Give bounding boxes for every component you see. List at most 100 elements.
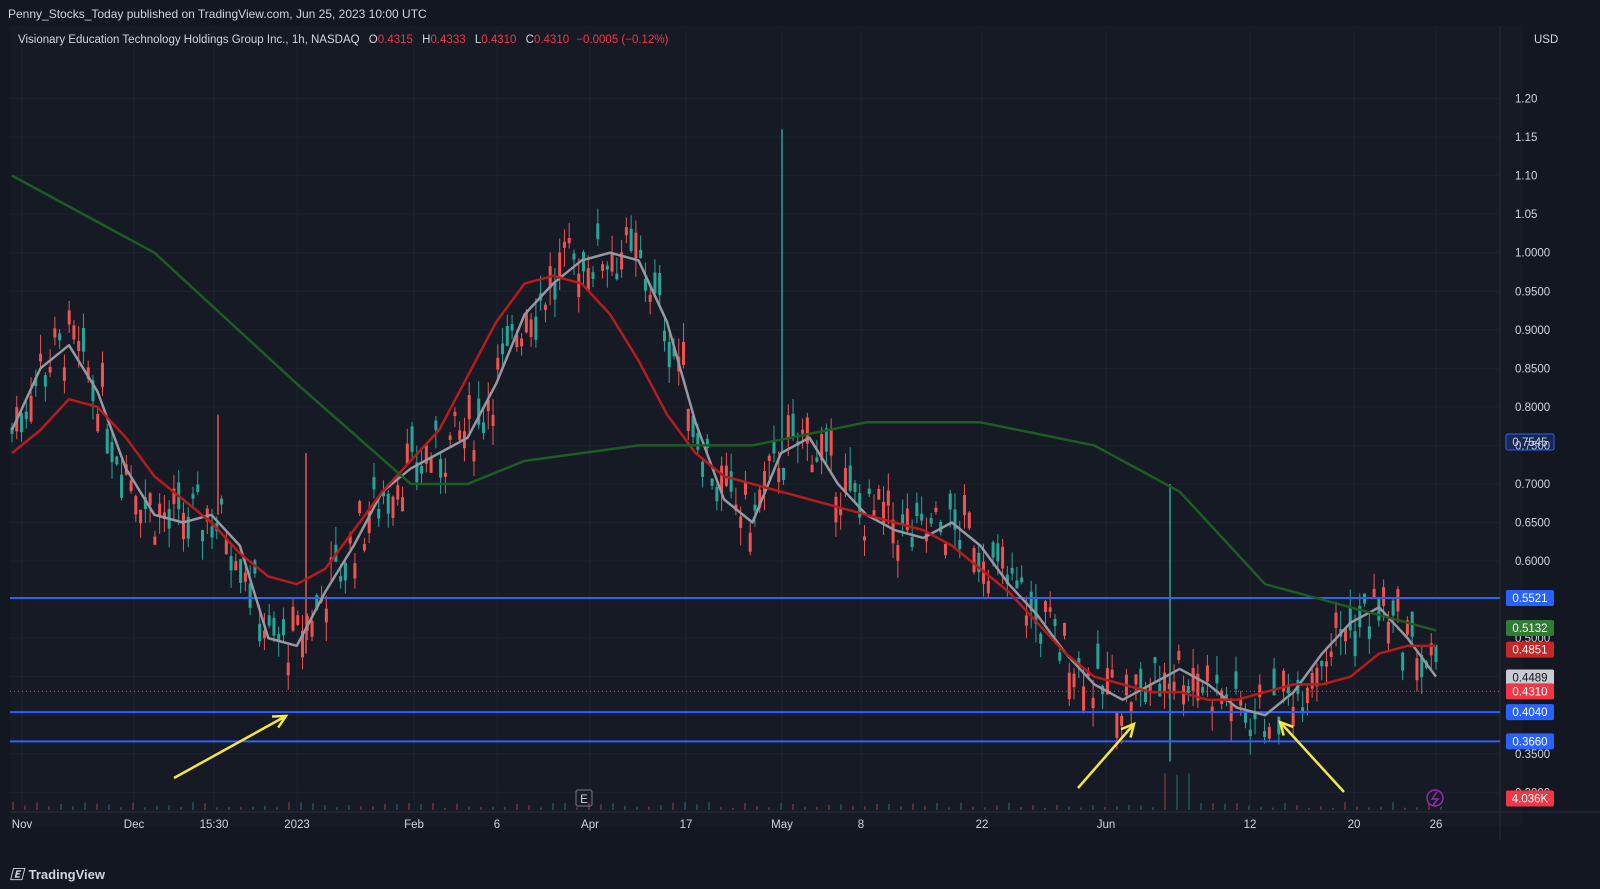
volume-bar [720,806,722,810]
candle-body [743,481,747,495]
candle-body [1286,685,1290,694]
candle-body [758,489,762,508]
candle-body [1434,645,1438,663]
candle-body [1243,712,1247,723]
earnings-marker[interactable] [575,789,593,807]
volume-bar [432,802,434,810]
annotation-arrow[interactable] [1279,721,1345,793]
candle-body [643,279,647,291]
candle-body [586,268,590,291]
ma-line-fast[interactable] [10,251,1438,717]
candle-body [1077,657,1081,665]
volume-bar [792,804,794,810]
candle-body [434,420,438,431]
volume-bar [384,803,386,810]
candle-body [181,512,185,540]
candle-body [1420,655,1424,678]
candle-body [1072,673,1076,688]
volume-bar [156,805,158,810]
candle-body [958,539,962,549]
candle-body [839,507,843,516]
ma-line-mid[interactable] [11,274,1436,702]
candle-body [239,559,243,583]
candle-body [353,563,357,579]
y-tick-label: 1.15 [1515,132,1537,144]
x-tick-label: Feb [404,819,424,831]
volume-bar [360,806,362,810]
candle-body [877,488,881,500]
volume-bar [132,802,134,810]
volume-bar [1344,802,1346,810]
volume-bar [60,803,62,810]
annotation-arrow[interactable] [1077,723,1135,789]
candle-body [601,264,605,271]
volume-bar [1380,806,1382,810]
candle-body [1210,706,1214,714]
volume-bar [648,806,650,810]
candle-body [1182,685,1186,705]
volume-bar [660,804,662,810]
candle-body [196,484,200,492]
candle-body [1058,652,1062,661]
symbol-name: Visionary Education Technology Holdings … [18,34,360,46]
candle-body [667,341,671,368]
volume-bar [876,803,878,810]
tradingview-brand[interactable]: 🄴 TradingView [10,864,105,883]
candle-body [391,496,395,519]
candle-body [629,228,633,251]
volume-bar [72,806,74,810]
volume-bar [576,807,578,810]
candle-body [1143,688,1147,703]
candle-body [39,353,43,362]
volume-bar [1248,805,1250,810]
candle-body [339,576,343,582]
candle-body [1353,631,1357,657]
candle-body [577,273,581,297]
candle-body [481,422,485,434]
annotation-arrow[interactable] [173,714,287,780]
y-tick-label: 0.9000 [1515,325,1550,337]
volume-bar [144,807,146,810]
candle-body [53,328,57,338]
volume-bar [228,807,230,810]
volume-bar [540,807,542,810]
candle-body [1153,657,1157,664]
candle-body [467,394,471,420]
candle-body [953,509,957,530]
volume-bar [1008,802,1010,810]
ma-line-slow[interactable] [11,174,1437,632]
candle-body [277,634,281,641]
candle-body [1415,658,1419,681]
candle-body [620,252,624,270]
volume-bar [1236,803,1238,810]
candle-body [1034,598,1038,624]
volume-bar [1440,806,1442,810]
candle-body [62,367,66,381]
chart-pane[interactable] [10,26,1522,826]
volume-bar [444,807,446,810]
candle-body [281,619,285,636]
candle-body [524,312,528,333]
brand-name: TradingView [28,867,105,882]
candle-body [1272,668,1276,696]
candle-body [234,561,238,571]
volume-bar [696,804,698,810]
volume-bar [1164,773,1166,810]
candle-body [1163,672,1167,692]
candle-body [20,413,24,433]
volume-bar [960,802,962,810]
volume-bar [168,805,170,810]
candle-body [572,253,576,260]
candle-body [610,252,614,272]
candle-body [648,294,652,302]
volume-bar [1272,807,1274,810]
lightning-icon[interactable] [1426,789,1444,807]
volume-bar [564,803,566,810]
candle-body [772,440,776,454]
volume-bar [600,804,602,810]
volume-bar [780,803,782,810]
candle-body [105,428,109,454]
candle-body [1367,626,1371,639]
volume-bar [1416,807,1418,810]
